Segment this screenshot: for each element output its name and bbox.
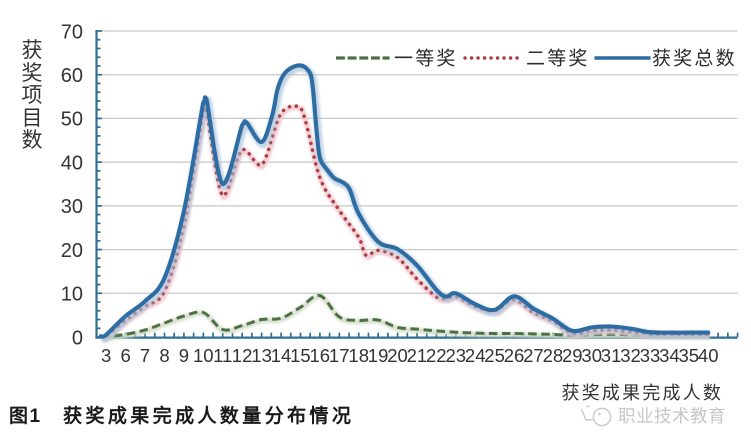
svg-text:17: 17 — [329, 345, 350, 366]
svg-text:3: 3 — [101, 345, 111, 366]
svg-text:28: 28 — [543, 345, 564, 366]
svg-text:60: 60 — [61, 65, 83, 87]
svg-text:18: 18 — [348, 345, 369, 366]
svg-text:8: 8 — [159, 345, 169, 366]
svg-text:40: 40 — [61, 152, 83, 174]
svg-text:0: 0 — [72, 327, 83, 349]
svg-text:26: 26 — [504, 345, 525, 366]
svg-text:50: 50 — [61, 109, 83, 131]
svg-text:32: 32 — [620, 345, 641, 366]
svg-text:24: 24 — [465, 345, 486, 366]
svg-text:10: 10 — [193, 345, 214, 366]
svg-text:10: 10 — [61, 284, 83, 306]
svg-text:22: 22 — [426, 345, 447, 366]
svg-text:20: 20 — [387, 345, 408, 366]
svg-text:16: 16 — [310, 345, 331, 366]
svg-text:19: 19 — [368, 345, 389, 366]
svg-text:二等奖: 二等奖 — [526, 48, 590, 70]
svg-text:35: 35 — [679, 345, 700, 366]
svg-text:29: 29 — [562, 345, 583, 366]
svg-text:27: 27 — [523, 345, 544, 366]
svg-text:13: 13 — [251, 345, 272, 366]
svg-text:21: 21 — [407, 345, 428, 366]
svg-text:30: 30 — [581, 345, 602, 366]
svg-text:11: 11 — [213, 345, 232, 366]
svg-text:33: 33 — [640, 345, 661, 366]
svg-text:23: 23 — [446, 345, 467, 366]
svg-text:30: 30 — [61, 196, 83, 218]
svg-text:15: 15 — [290, 345, 311, 366]
svg-text:34: 34 — [659, 345, 680, 366]
svg-text:31: 31 — [601, 345, 622, 366]
svg-text:一等奖: 一等奖 — [394, 48, 458, 70]
svg-text:7: 7 — [140, 345, 150, 366]
svg-text:12: 12 — [232, 345, 253, 366]
svg-text:70: 70 — [61, 21, 83, 43]
svg-text:14: 14 — [271, 345, 292, 366]
svg-text:获奖总数: 获奖总数 — [652, 48, 737, 70]
svg-text:9: 9 — [179, 345, 189, 366]
svg-text:25: 25 — [484, 345, 505, 366]
svg-text:6: 6 — [120, 345, 130, 366]
svg-text:40: 40 — [698, 345, 719, 366]
svg-text:20: 20 — [61, 240, 83, 262]
